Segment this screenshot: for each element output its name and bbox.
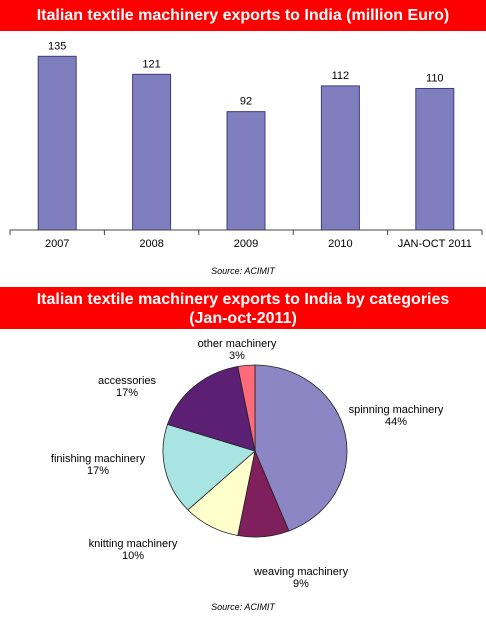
bar-chart-title: Italian textile machinery exports to Ind… xyxy=(0,0,486,31)
pie-category-label: other machinery xyxy=(198,338,277,350)
pie-slices xyxy=(162,364,348,538)
bar xyxy=(415,87,455,231)
bar-chart-source: Source: ACIMIT xyxy=(211,266,276,276)
bar-value-label: 112 xyxy=(332,70,350,82)
pie-percent-label: 9% xyxy=(293,578,309,590)
pie-percent-label: 3% xyxy=(229,350,245,362)
pie-slice xyxy=(162,423,256,511)
pie-percent-label: 44% xyxy=(385,416,407,428)
x-tick-label: JAN-OCT 2011 xyxy=(398,238,472,250)
pie-category-label: accessories xyxy=(98,375,157,387)
x-tick-label: 2009 xyxy=(234,238,258,250)
pie-category-label: weaving machinery xyxy=(253,566,349,578)
bar-value-label: 110 xyxy=(426,72,444,84)
bar xyxy=(132,73,172,231)
bar-value-label: 135 xyxy=(48,40,66,52)
pie-slice xyxy=(254,364,348,532)
pie-chart-title-line1: Italian textile machinery exports to Ind… xyxy=(36,291,450,308)
pie-chart-source: Source: ACIMIT xyxy=(211,602,276,612)
bar-series: 135 2007 121 2008 92 2009 112 2010 110 JAN-OCT 20… xyxy=(37,40,472,250)
x-tick-label: 2008 xyxy=(139,238,163,250)
bar-chart: 135 2007 121 2008 92 2009 112 2010 110 JAN-OCT 20… xyxy=(9,40,483,276)
pie-chart-title-line2: (Jan-oct-2011) xyxy=(189,310,297,327)
pie-slice xyxy=(237,364,256,452)
pie-percent-label: 17% xyxy=(87,465,109,477)
x-tick-label: 2010 xyxy=(328,238,352,250)
pie-category-label: knitting machinery xyxy=(89,538,178,550)
pie-slice xyxy=(166,366,256,452)
bar-value-label: 92 xyxy=(240,96,252,108)
x-tick-label: 2007 xyxy=(45,238,69,250)
bar xyxy=(226,111,266,231)
bar xyxy=(320,85,360,231)
bar xyxy=(37,55,77,231)
bar-value-label: 121 xyxy=(142,58,160,70)
pie-percent-label: 17% xyxy=(116,387,138,399)
pie-category-label: spinning machinery xyxy=(349,404,444,416)
pie-category-label: finishing machinery xyxy=(51,453,146,465)
x-axis-ticks xyxy=(9,230,483,235)
pie-chart-title: Italian textile machinery exports to Ind… xyxy=(0,287,486,329)
pie-percent-label: 10% xyxy=(122,550,144,562)
